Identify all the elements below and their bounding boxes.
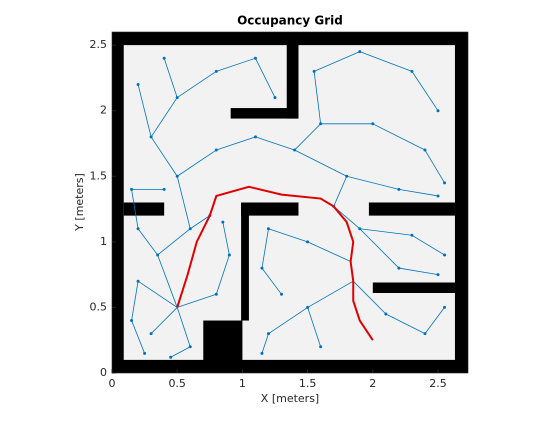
- tree-edge: [131, 189, 139, 229]
- tree-edge: [137, 280, 178, 308]
- obstacle: [286, 32, 299, 119]
- tree-edge: [307, 307, 322, 347]
- tree-node: [443, 305, 447, 309]
- obstacle: [372, 282, 455, 293]
- tree-node: [273, 96, 277, 100]
- tree-node: [143, 351, 147, 355]
- tree-node: [319, 345, 323, 349]
- tree-edge: [215, 254, 230, 295]
- tree-edge: [268, 307, 308, 334]
- tree-edge: [131, 281, 139, 321]
- x-tick-label: 0: [109, 377, 116, 390]
- tree-edge: [157, 228, 191, 256]
- y-tick-label: 0: [100, 366, 107, 379]
- path-line: [176, 185, 374, 341]
- tree-edge: [150, 97, 178, 138]
- tree-node: [436, 109, 440, 113]
- y-tick-label: 1.5: [90, 169, 108, 182]
- tree-edge: [307, 280, 354, 308]
- tree-edge: [157, 254, 178, 308]
- obstacle: [230, 108, 299, 119]
- tree-edge: [255, 136, 295, 151]
- y-axis-label: Y [meters]: [73, 173, 86, 232]
- obstacle: [203, 320, 243, 373]
- tree-edge: [216, 136, 256, 151]
- tree-node: [436, 194, 440, 198]
- tree-node: [169, 355, 173, 359]
- tree-edge: [150, 136, 178, 177]
- tree-node: [221, 220, 225, 224]
- tree-edge: [359, 228, 400, 269]
- tree-edge: [255, 58, 276, 98]
- tree-node: [443, 253, 447, 257]
- y-tick-label: 2: [100, 104, 107, 117]
- y-tick-label: 0.5: [90, 300, 108, 313]
- tree-edge: [411, 71, 439, 111]
- tree-node: [162, 187, 166, 191]
- tree-edge: [176, 176, 191, 229]
- tree-edge: [163, 58, 178, 98]
- tree-edge: [307, 241, 351, 262]
- tree-edge: [359, 228, 412, 236]
- tree-edge: [177, 293, 217, 308]
- obstacle: [123, 202, 165, 216]
- tree-edge: [398, 267, 439, 276]
- tree-edge: [261, 333, 269, 354]
- tree-edge: [294, 123, 321, 151]
- tree-edge: [313, 71, 322, 124]
- tree-edge: [313, 51, 360, 72]
- obstacle: [112, 359, 468, 373]
- tree-node: [227, 253, 231, 257]
- tree-edge: [398, 188, 439, 197]
- obstacle: [112, 32, 124, 373]
- chart-title: Occupancy Grid: [237, 14, 343, 28]
- tree-edge: [131, 320, 145, 354]
- tree-edge: [372, 123, 426, 151]
- tree-edge: [261, 228, 269, 269]
- obstacle: [241, 202, 249, 321]
- tree-edge: [137, 84, 152, 138]
- tree-edge: [176, 71, 217, 98]
- tree-node: [136, 82, 140, 86]
- tree-node: [280, 292, 284, 296]
- tree-edge: [150, 307, 178, 334]
- obstacle: [454, 32, 468, 373]
- x-axis-label: X [meters]: [261, 392, 319, 405]
- tree-node: [260, 351, 264, 355]
- tree-edge: [216, 57, 256, 72]
- tree-edge: [359, 51, 413, 72]
- obstacle: [368, 202, 455, 216]
- tree-node: [443, 181, 447, 185]
- tree-edge: [385, 313, 426, 335]
- tree-edge: [411, 234, 445, 256]
- tree-edge: [190, 215, 211, 230]
- obstacle: [241, 202, 299, 216]
- tree-edge: [176, 149, 217, 177]
- x-tick-label: 0.5: [168, 377, 186, 390]
- tree-edge: [222, 222, 230, 256]
- tree-edge: [261, 267, 282, 295]
- tree-node: [436, 273, 440, 277]
- tree-edge: [424, 307, 445, 334]
- plot-frame: [111, 31, 469, 374]
- tree-edge: [352, 280, 387, 315]
- x-tick-label: 1: [239, 377, 246, 390]
- tree-edge: [176, 307, 191, 347]
- tree-edge: [268, 228, 308, 243]
- tree-edge: [294, 149, 347, 177]
- x-tick-label: 2: [369, 377, 376, 390]
- tree-node: [149, 332, 153, 336]
- x-tick-label: 1.5: [299, 377, 317, 390]
- tree-edge: [170, 346, 191, 358]
- tree-node: [162, 56, 166, 60]
- tree-edge: [137, 228, 158, 256]
- y-tick-label: 2.5: [90, 38, 108, 51]
- tree-edge: [424, 149, 445, 184]
- x-tick-label: 2.5: [429, 377, 447, 390]
- tree-edge: [346, 175, 399, 190]
- y-tick-label: 1: [100, 235, 107, 248]
- tree-edge: [333, 176, 348, 207]
